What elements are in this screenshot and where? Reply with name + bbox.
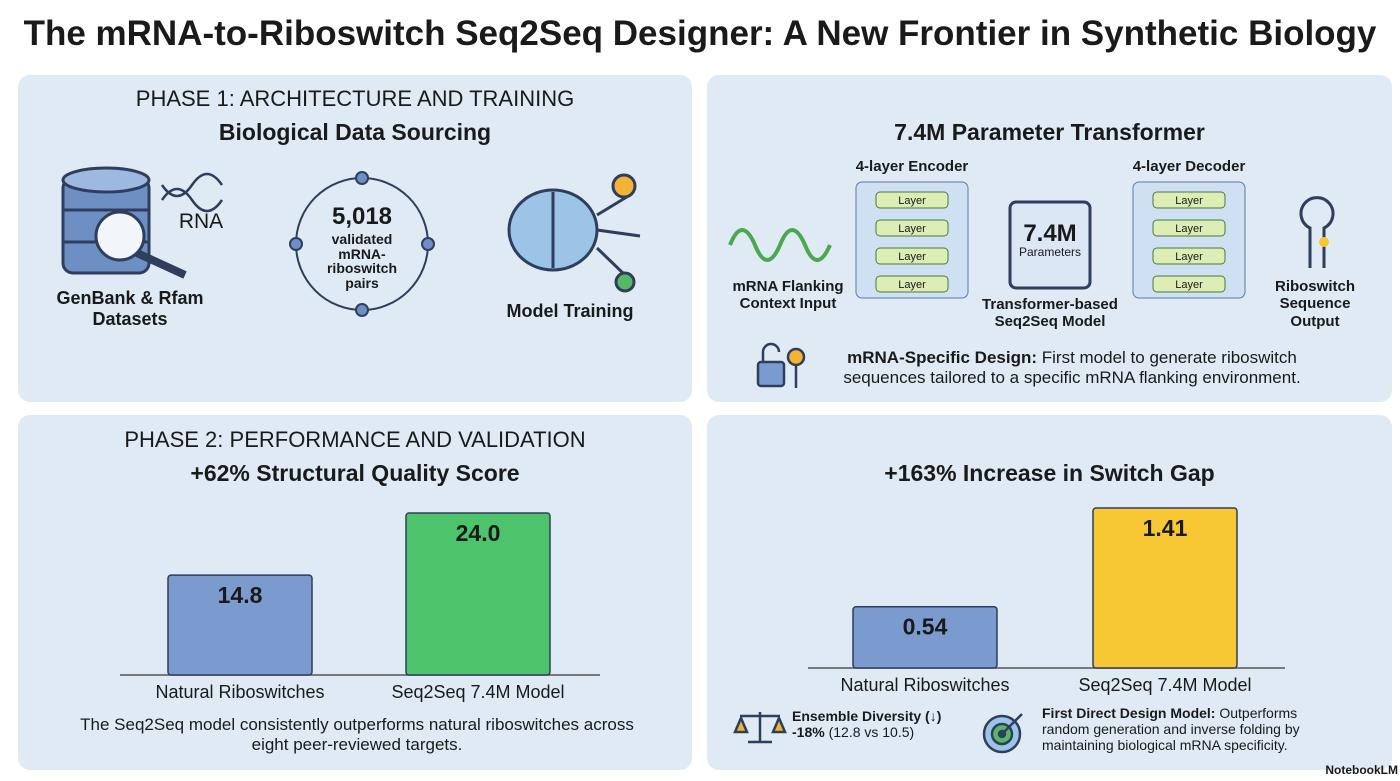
icon-label: RNA (178, 210, 224, 233)
riboswitch-icon (1299, 196, 1335, 268)
section-title: Biological Data Sourcing (218, 119, 492, 145)
dna-icon (160, 172, 224, 213)
pairs-label: validated mRNA-riboswitch pairs (326, 231, 397, 292)
chart-title: +163% Increase in Switch Gap (884, 460, 1215, 486)
diversity-value: -18% (792, 724, 825, 741)
training-label: Model Training (506, 301, 634, 321)
bar (405, 512, 551, 676)
diversity-note: Ensemble Diversity (↓) -18% (12.8 vs 10.5… (792, 708, 962, 740)
layer-label: Layer (898, 223, 926, 235)
panel (18, 415, 692, 770)
left-note: The Seq2Seq model consistently outperfor… (80, 715, 634, 754)
scale-icon (733, 712, 787, 744)
design-note: mRNA-Specific Design: First model to gen… (812, 348, 1332, 387)
layer-label: Layer (1175, 279, 1203, 291)
layer-label: Layer (1175, 195, 1203, 207)
note-text: First model to generate riboswitch seque… (843, 348, 1301, 387)
value-label: 14.8 (218, 582, 263, 608)
note-bold: mRNA-Specific Design: (847, 348, 1038, 367)
decoder-box (1132, 181, 1246, 299)
section-title: 7.4M Parameter Transformer (894, 119, 1205, 145)
lock-key-icon (756, 342, 806, 388)
value-label: 1.41 (1143, 515, 1188, 541)
category-label: Seq2Seq 7.4M Model (391, 682, 564, 702)
page-title: The mRNA-to-Riboswitch Seq2Seq Designer:… (23, 14, 1377, 53)
value-label: 0.54 (903, 614, 948, 640)
chip (1008, 200, 1092, 290)
chip-label: Parameters (1018, 245, 1082, 259)
category-label: Seq2Seq 7.4M Model (1078, 675, 1251, 695)
chart-title: +62% Structural Quality Score (190, 460, 520, 486)
chip-value: 7.4M (1023, 220, 1077, 247)
category-label: Natural Riboswitches (155, 682, 324, 702)
category-label: Natural Riboswitches (840, 675, 1009, 695)
phase-heading: PHASE 2: PERFORMANCE AND VALIDATION (124, 427, 586, 452)
layer-label: Layer (898, 251, 926, 263)
layer (1152, 191, 1226, 209)
layer (1152, 275, 1226, 293)
diversity-text: (12.8 vs 10.5) (828, 724, 915, 741)
panel (707, 415, 1392, 770)
direct-bold: First Direct Design Model: (1042, 705, 1216, 721)
pairs-circle (289, 171, 435, 317)
model-label: Transformer-based Seq2Seq Model (982, 296, 1118, 331)
direct-text: Outperforms random generation and invers… (1042, 705, 1300, 754)
bar (167, 574, 313, 676)
layer (875, 191, 949, 209)
input-label: mRNA Flanking Context Input (732, 278, 844, 313)
target-icon (982, 713, 1023, 754)
database-icon (61, 166, 187, 279)
value-label: 24.0 (456, 520, 501, 546)
brand: NotebookLM (1325, 763, 1398, 777)
mrna-wave (728, 228, 832, 262)
layer-label: Layer (898, 195, 926, 207)
layer-label: Layer (1175, 223, 1203, 235)
bar (852, 605, 998, 669)
encoder-box (855, 181, 969, 299)
layer (1152, 247, 1226, 265)
output-label: Riboswitch Sequence Output (1274, 278, 1355, 330)
diversity-bold: Ensemble Diversity (↓) (792, 708, 942, 724)
decoder-title: 4-layer Decoder (1132, 158, 1246, 175)
panel (18, 75, 692, 402)
datasets-label: GenBank & Rfam Datasets (56, 288, 204, 329)
layer (1152, 219, 1226, 237)
encoder-title: 4-layer Encoder (855, 158, 969, 175)
layer (875, 247, 949, 265)
bar (1092, 507, 1238, 669)
pairs-count: 5,018 (331, 203, 393, 230)
direct-note: First Direct Design Model: Outperforms r… (1042, 705, 1342, 753)
layer-label: Layer (898, 279, 926, 291)
layer (875, 275, 949, 293)
layer (875, 219, 949, 237)
phase-heading: PHASE 1: ARCHITECTURE AND TRAINING (135, 86, 575, 111)
brain-icon (507, 173, 641, 293)
layer-label: Layer (1175, 251, 1203, 263)
riboswitch-dot (1319, 237, 1329, 247)
